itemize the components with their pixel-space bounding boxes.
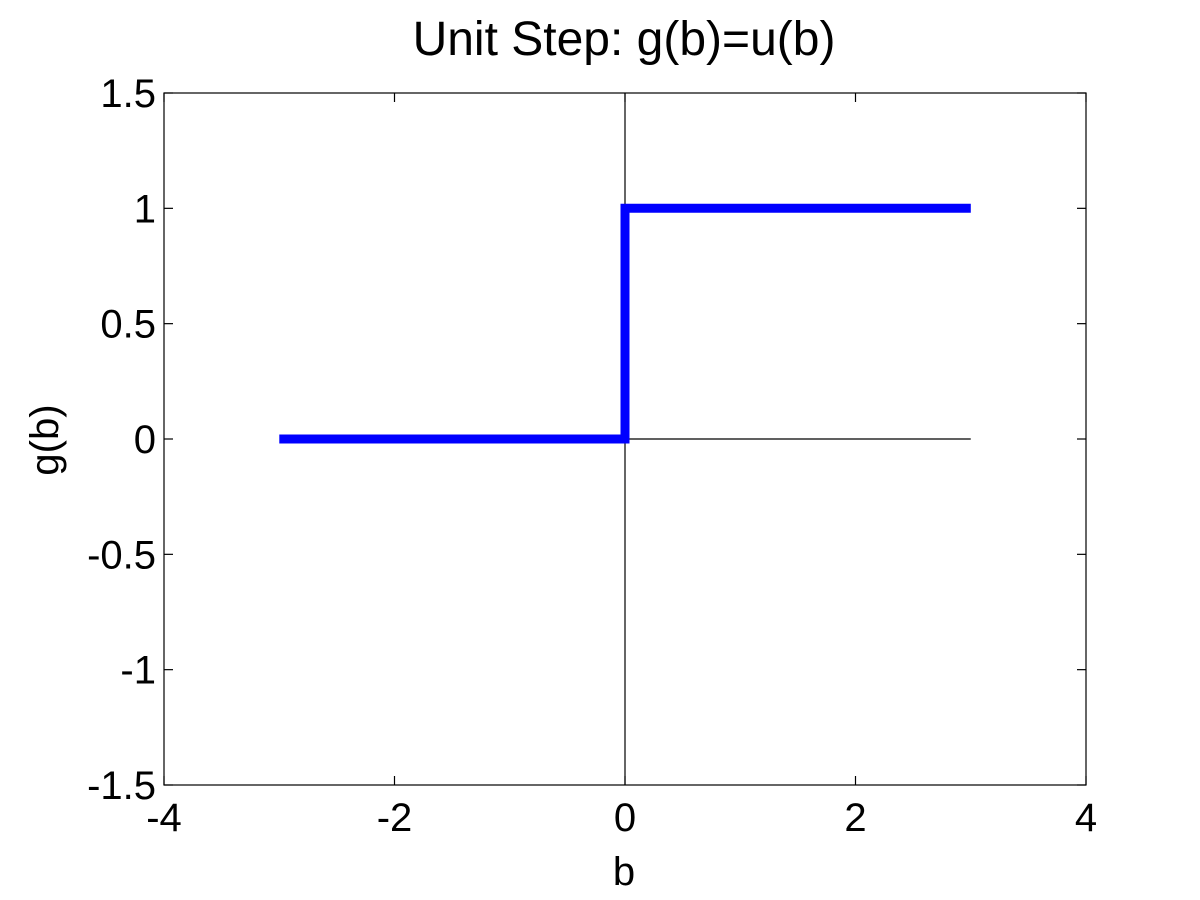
y-axis-label: g(b)	[23, 404, 67, 475]
x-tick-labels: -4 -2 0 2 4	[146, 796, 1097, 840]
y-tick-label: -1	[120, 649, 156, 693]
axis-ticks	[163, 92, 1087, 786]
y-tick-label: 0	[134, 418, 156, 462]
y-tick-label: -0.5	[87, 533, 156, 577]
x-tick-label: 4	[1075, 796, 1097, 840]
y-tick-label: 1	[134, 187, 156, 231]
x-tick-label: -2	[377, 796, 413, 840]
y-tick-label: -1.5	[87, 764, 156, 808]
x-tick-label: 2	[844, 796, 866, 840]
y-tick-label: 1.5	[100, 72, 156, 116]
y-tick-label: 0.5	[100, 303, 156, 347]
chart-title: Unit Step: g(b)=u(b)	[413, 13, 836, 66]
x-tick-label: -4	[146, 796, 182, 840]
y-tick-labels: 1.5 1 0.5 0 -0.5 -1 -1.5	[87, 72, 156, 808]
x-tick-label: 0	[614, 796, 636, 840]
step-series-line	[279, 203, 971, 444]
series-layer	[279, 203, 971, 444]
x-axis-label: b	[613, 850, 635, 894]
